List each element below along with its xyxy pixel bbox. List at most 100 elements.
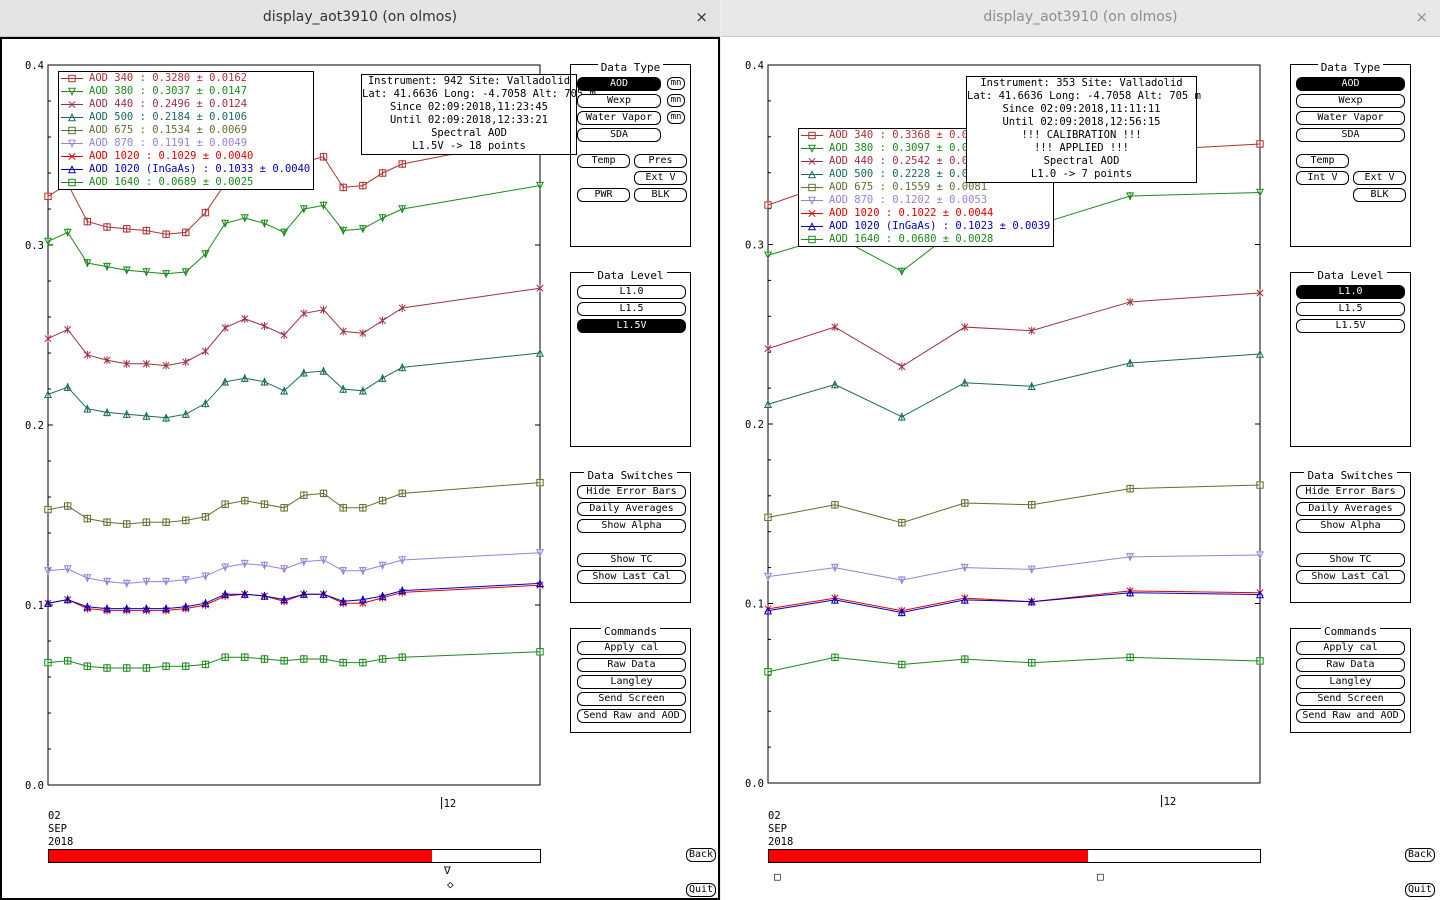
show-tc-button[interactable]: Show TC: [577, 553, 686, 567]
data-point: [960, 595, 969, 604]
temp-button[interactable]: Temp: [1296, 154, 1349, 168]
range-start-handle[interactable]: □: [774, 870, 781, 883]
mn-button[interactable]: mn: [667, 94, 685, 107]
data-point: [162, 230, 170, 238]
data-point: [162, 662, 170, 670]
quit-button[interactable]: Quit: [1405, 883, 1435, 897]
close-icon[interactable]: ×: [1415, 8, 1428, 26]
data-point: [1126, 484, 1134, 493]
wexp-button[interactable]: Wexp: [1296, 94, 1405, 108]
water-vapor-button[interactable]: Water Vapor: [577, 111, 661, 125]
sda-button[interactable]: SDA: [577, 128, 661, 142]
data-point: [319, 201, 328, 210]
back-button[interactable]: Back: [686, 848, 716, 862]
series-8: [44, 647, 544, 672]
int-v-button[interactable]: Int V: [1296, 171, 1349, 185]
legend-entry: AOD 1020 : 0.1029 ± 0.0040: [59, 150, 313, 163]
data-point: [1255, 188, 1265, 197]
l10-button[interactable]: L1.0: [1296, 285, 1405, 299]
series-line: [47, 552, 541, 584]
mn-button[interactable]: mn: [667, 77, 685, 90]
show-tc-button[interactable]: Show TC: [1296, 553, 1405, 567]
daily-averages-button[interactable]: Daily Averages: [577, 502, 686, 516]
daily-averages-button[interactable]: Daily Averages: [1296, 502, 1405, 516]
l15v-button[interactable]: L1.5V: [577, 319, 686, 333]
aod-button[interactable]: AOD: [577, 77, 661, 91]
data-point: [280, 657, 288, 665]
data-point: [123, 225, 131, 233]
aod-button[interactable]: AOD: [1296, 77, 1405, 91]
pwr-button[interactable]: PWR: [577, 188, 630, 202]
langley-button[interactable]: Langley: [577, 675, 686, 689]
quit-button[interactable]: Quit: [686, 883, 716, 897]
show-last-cal-button[interactable]: Show Last Cal: [1296, 570, 1405, 584]
legend-entry: AOD 340 : 0.3368 ± 0.0: [799, 129, 1053, 142]
data-point: [221, 563, 230, 572]
data-level-title: Data Level: [1314, 269, 1387, 282]
sda-button[interactable]: SDA: [1296, 128, 1405, 142]
legend-label: AOD 340 : 0.3368 ± 0.0: [829, 129, 969, 141]
range-end-handle[interactable]: □: [1097, 870, 1104, 883]
data-point: [123, 520, 131, 528]
data-level-group: Data Level: [570, 269, 691, 447]
temp-button[interactable]: Temp: [577, 154, 630, 168]
langley-button[interactable]: Langley: [1296, 675, 1405, 689]
send-raw-and-aod-button[interactable]: Send Raw and AOD: [1296, 709, 1405, 723]
apply-cal-button[interactable]: Apply cal: [577, 641, 686, 655]
send-raw-and-aod-button[interactable]: Send Raw and AOD: [577, 709, 686, 723]
legend-marker: [67, 113, 77, 122]
back-button[interactable]: Back: [1405, 848, 1435, 862]
legend-label: AOD 1020 (InGaAs) : 0.1033 ± 0.0040: [89, 163, 311, 175]
show-alpha-button[interactable]: Show Alpha: [577, 519, 686, 533]
hide-error-bars-button[interactable]: Hide Error Bars: [577, 485, 686, 499]
time-slider-diamond-icon[interactable]: ◇: [447, 878, 454, 891]
legend-marker: [67, 139, 77, 148]
data-point: [162, 270, 171, 279]
legend-label: AOD 1020 : 0.1029 ± 0.0040: [89, 150, 254, 162]
send-screen-button[interactable]: Send Screen: [577, 692, 686, 706]
series-2: [44, 284, 544, 370]
data-point: [162, 604, 171, 613]
close-icon[interactable]: ×: [695, 8, 708, 26]
time-slider-handle[interactable]: ∇: [444, 864, 451, 877]
pres-button[interactable]: Pres: [634, 154, 687, 168]
data-point: [103, 604, 112, 613]
data-point: [897, 576, 906, 585]
legend-label: AOD 500 : 0.2184 ± 0.0106: [89, 111, 248, 123]
titlebar[interactable]: display_aot3910 (on olmos) ×: [0, 0, 720, 37]
commands-group: Commands: [570, 625, 691, 733]
show-last-cal-button[interactable]: Show Last Cal: [577, 570, 686, 584]
blk-button[interactable]: BLK: [1353, 188, 1406, 202]
data-point: [536, 648, 544, 656]
raw-data-button[interactable]: Raw Data: [577, 658, 686, 672]
data-point: [339, 567, 348, 576]
mn-button[interactable]: mn: [667, 111, 685, 124]
send-screen-button[interactable]: Send Screen: [1296, 692, 1405, 706]
data-point: [280, 595, 289, 604]
legend-symbol: [801, 183, 823, 192]
time-progress-bar[interactable]: [768, 849, 1261, 863]
time-progress-bar[interactable]: [48, 849, 541, 863]
l15-button[interactable]: L1.5: [1296, 302, 1405, 316]
series-8: [764, 653, 1264, 676]
show-alpha-button[interactable]: Show Alpha: [1296, 519, 1405, 533]
data-point: [398, 586, 407, 595]
data-point: [398, 556, 407, 565]
titlebar[interactable]: display_aot3910 (on olmos) ×: [721, 0, 1440, 37]
raw-data-button[interactable]: Raw Data: [1296, 658, 1405, 672]
ext-v-button[interactable]: Ext V: [634, 171, 687, 185]
ext-v-button[interactable]: Ext V: [1353, 171, 1406, 185]
l15-button[interactable]: L1.5: [577, 302, 686, 316]
data-point: [64, 326, 72, 334]
l15v-button[interactable]: L1.5V: [1296, 319, 1405, 333]
info-line: L1.0 -> 7 points: [1030, 168, 1133, 180]
data-point: [240, 589, 249, 598]
water-vapor-button[interactable]: Water Vapor: [1296, 111, 1405, 125]
l10-button[interactable]: L1.0: [577, 285, 686, 299]
apply-cal-button[interactable]: Apply cal: [1296, 641, 1405, 655]
y-tick-label: 0.0: [25, 780, 44, 792]
wexp-button[interactable]: Wexp: [577, 94, 661, 108]
data-point: [897, 608, 906, 617]
hide-error-bars-button[interactable]: Hide Error Bars: [1296, 485, 1405, 499]
blk-button[interactable]: BLK: [634, 188, 687, 202]
